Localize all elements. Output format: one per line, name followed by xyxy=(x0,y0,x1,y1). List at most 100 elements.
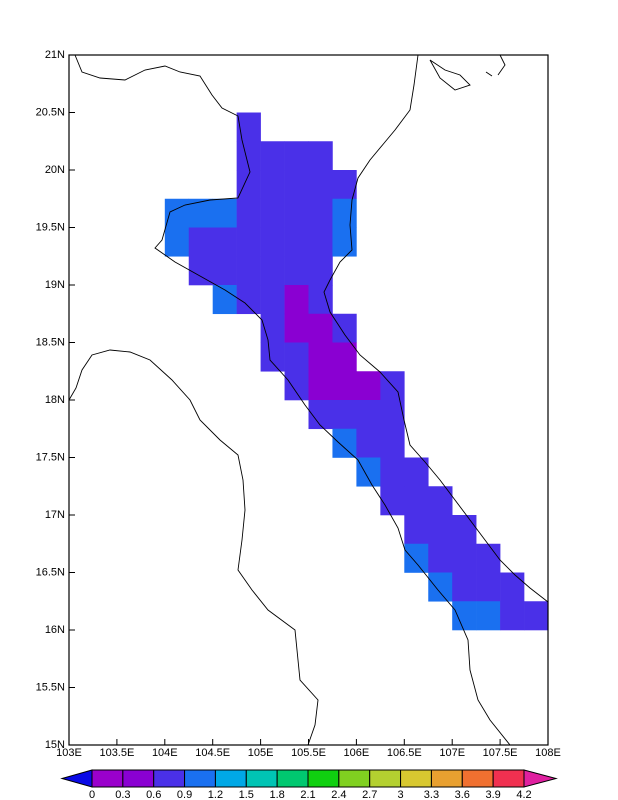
grid-cell xyxy=(236,198,261,228)
grid-cell xyxy=(500,572,525,602)
y-tick-label: 20.5N xyxy=(36,106,65,118)
colorbar-high xyxy=(523,769,558,788)
grid-cell xyxy=(356,371,381,401)
grid-cell xyxy=(428,543,453,573)
grid-cell xyxy=(404,543,429,573)
grid-cell xyxy=(428,572,453,602)
colorbar-label: 3.3 xyxy=(424,789,439,800)
colorbar-label: 0.9 xyxy=(177,789,192,800)
colorbar-box xyxy=(214,769,247,788)
y-tick-label: 15N xyxy=(45,739,65,751)
y-tick-label: 20N xyxy=(45,164,65,176)
colorbar-box xyxy=(91,769,124,788)
grid-cell xyxy=(284,342,309,372)
colorbar-box xyxy=(184,769,216,788)
grid-cell xyxy=(476,572,501,602)
colorbar-label: 1.8 xyxy=(269,789,284,800)
colorbar-label: 3.9 xyxy=(485,789,500,800)
colorbar-low xyxy=(60,769,93,788)
grid-cell xyxy=(332,198,357,228)
colorbar-label: 0.3 xyxy=(115,789,130,800)
colorbar-box xyxy=(153,769,186,788)
x-tick-label: 107E xyxy=(439,747,465,759)
grid-cell xyxy=(332,400,357,430)
cells xyxy=(164,112,549,631)
border xyxy=(68,349,319,746)
grid-cell xyxy=(308,371,333,401)
colorbar-label: 2.1 xyxy=(300,789,315,800)
grid-cell xyxy=(236,256,261,286)
colorbar-box xyxy=(400,769,432,788)
grid-cell xyxy=(380,428,405,458)
colorbar-box xyxy=(122,769,155,788)
grid-cell xyxy=(404,486,429,516)
island xyxy=(485,54,506,77)
boundaries xyxy=(68,54,549,746)
colorbar-box xyxy=(492,769,525,788)
grid-cell xyxy=(260,342,285,372)
x-tick-label: 106.5E xyxy=(387,747,422,759)
coastline xyxy=(323,54,549,603)
grid-cell xyxy=(284,227,309,257)
grid-cell xyxy=(284,371,309,401)
y-tick-label: 17N xyxy=(45,509,65,521)
grid-cell xyxy=(188,227,213,257)
grid-cell xyxy=(308,313,333,343)
grid-cell xyxy=(284,285,309,315)
colorbar-label: 4.2 xyxy=(516,789,531,800)
grid-cell xyxy=(260,285,285,315)
grid-cell xyxy=(476,543,501,573)
grid-cell xyxy=(332,313,357,343)
grid-cell xyxy=(356,400,381,430)
island xyxy=(429,59,471,91)
grid-cell xyxy=(428,515,453,545)
grid-cell xyxy=(236,227,261,257)
grid-cell xyxy=(404,457,429,487)
grid-cell xyxy=(260,170,285,200)
grid-cell xyxy=(308,227,333,257)
grid-cell xyxy=(260,256,285,286)
x-tick-label: 108E xyxy=(535,747,561,759)
grid-cell xyxy=(284,170,309,200)
colorbar-label: 0.6 xyxy=(146,789,161,800)
y-tick-label: 18.5N xyxy=(36,336,65,348)
grid-cell xyxy=(236,285,261,315)
colorbar-box xyxy=(276,769,309,788)
grid-cell xyxy=(260,141,285,171)
grid-cell xyxy=(212,256,237,286)
grid-cell xyxy=(452,515,477,545)
y-tick-label: 18N xyxy=(45,394,65,406)
x-tick-label: 103.5E xyxy=(99,747,134,759)
colorbar-box xyxy=(369,769,402,788)
y-tick-label: 19.5N xyxy=(36,221,65,233)
grid-cell xyxy=(308,141,333,171)
grid-cell xyxy=(332,342,357,372)
colorbar-label: 3.6 xyxy=(455,789,470,800)
grid-cell xyxy=(236,112,261,142)
grid-cell xyxy=(452,601,477,631)
x-tick-label: 104.5E xyxy=(195,747,230,759)
grid-cell xyxy=(500,601,525,631)
x-tick-label: 103E xyxy=(56,747,82,759)
grid-cell xyxy=(332,428,357,458)
colorbar-label: 1.2 xyxy=(208,789,223,800)
grid-cell xyxy=(308,198,333,228)
grid-cell xyxy=(260,198,285,228)
grid-cell xyxy=(212,285,237,315)
grid-cell xyxy=(428,486,453,516)
grid-cell xyxy=(332,227,357,257)
x-tick-label: 105.5E xyxy=(291,747,326,759)
x-tick-label: 105E xyxy=(248,747,274,759)
colorbar-box xyxy=(430,769,463,788)
grid-cell xyxy=(332,170,357,200)
y-tick-label: 16N xyxy=(45,624,65,636)
grid-cell xyxy=(308,342,333,372)
colorbar-label: 2.7 xyxy=(362,789,377,800)
y-tick-label: 17.5N xyxy=(36,451,65,463)
grid-cell xyxy=(284,198,309,228)
grid-cell xyxy=(308,170,333,200)
grid-cell xyxy=(284,141,309,171)
border xyxy=(74,54,511,746)
grid-cell xyxy=(452,572,477,602)
